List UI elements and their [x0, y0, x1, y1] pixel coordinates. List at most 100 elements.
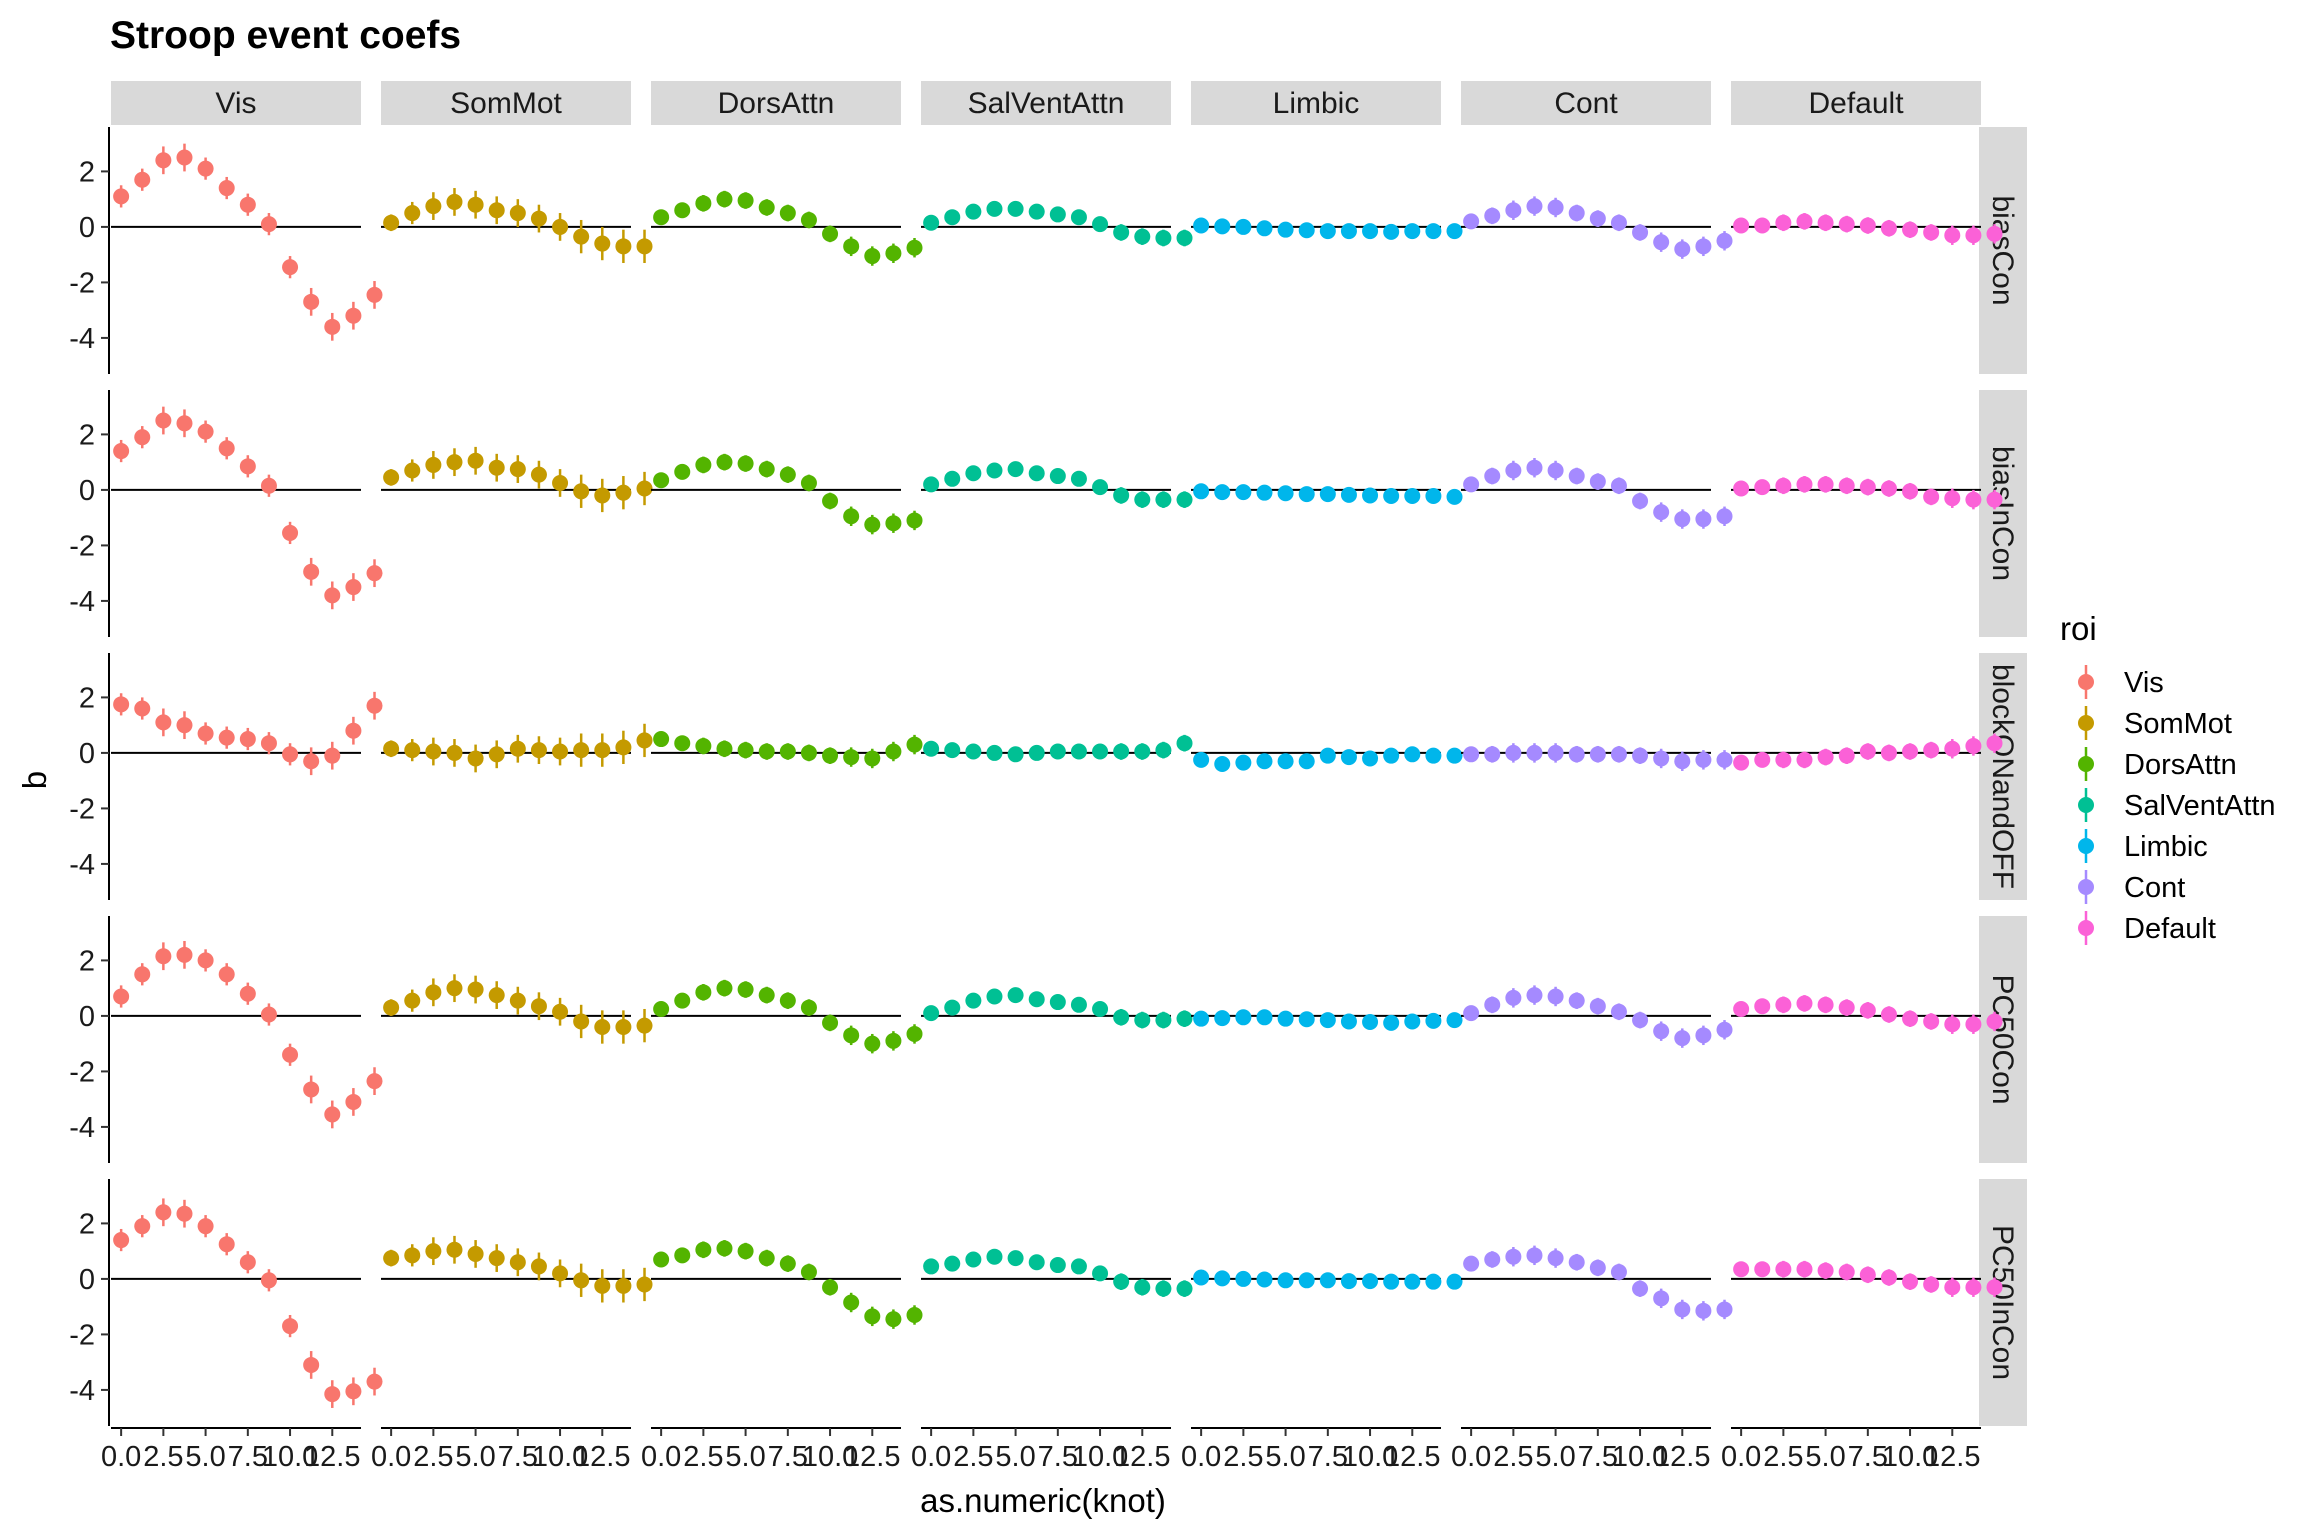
- data-point: [779, 1255, 796, 1272]
- data-point: [1674, 241, 1691, 258]
- data-point: [843, 1027, 860, 1044]
- data-point: [1484, 996, 1501, 1013]
- data-point: [1446, 1273, 1463, 1290]
- data-point: [1859, 217, 1876, 234]
- data-point: [1610, 1263, 1627, 1280]
- data-point: [1733, 1261, 1750, 1278]
- y-tick-label: 0: [79, 1264, 95, 1296]
- data-point: [636, 1017, 653, 1034]
- data-point: [552, 474, 569, 491]
- x-tick-label: 0.0: [1181, 1441, 1221, 1473]
- data-point: [1425, 747, 1442, 764]
- data-point: [716, 191, 733, 208]
- legend-label: DorsAttn: [2124, 749, 2237, 781]
- data-point: [1134, 491, 1151, 508]
- data-point: [885, 743, 902, 760]
- data-point: [779, 205, 796, 222]
- data-point: [218, 729, 235, 746]
- legend-key-point: [2078, 797, 2094, 813]
- x-tick-label: 5.0: [1535, 1441, 1575, 1473]
- data-point: [1653, 1023, 1670, 1040]
- data-point: [1632, 493, 1649, 510]
- data-point: [1007, 461, 1024, 478]
- data-point: [1092, 479, 1109, 496]
- col-strip-label: Limbic: [1273, 87, 1360, 120]
- data-point: [1796, 1261, 1813, 1278]
- row-strip-label: blockONandOFF: [1986, 664, 2019, 889]
- row-strip: [1979, 390, 2027, 637]
- y-tick-label: 2: [79, 419, 95, 451]
- x-tick-label: 2.5: [683, 1441, 723, 1473]
- data-point: [737, 455, 754, 472]
- data-point: [1446, 488, 1463, 505]
- col-strip-label: SalVentAttn: [968, 87, 1125, 120]
- data-point: [446, 980, 463, 997]
- data-point: [1632, 747, 1649, 764]
- data-point: [404, 742, 421, 759]
- data-point: [1817, 214, 1834, 231]
- data-point: [552, 1003, 569, 1020]
- data-point: [1902, 743, 1919, 760]
- data-point: [113, 696, 130, 713]
- data-point: [1547, 988, 1564, 1005]
- legend-label: SalVentAttn: [2124, 790, 2276, 822]
- data-point: [218, 1236, 235, 1253]
- legend-key-point: [2078, 715, 2094, 731]
- data-point: [1362, 750, 1379, 767]
- data-point: [113, 443, 130, 460]
- data-point: [636, 238, 653, 255]
- data-point: [674, 735, 691, 752]
- data-point: [488, 1250, 505, 1267]
- data-point: [1298, 486, 1315, 503]
- data-point: [345, 307, 362, 324]
- data-point: [1484, 468, 1501, 485]
- x-tick-label: 2.5: [143, 1441, 183, 1473]
- data-point: [1007, 987, 1024, 1004]
- data-point: [1589, 998, 1606, 1015]
- data-point: [944, 209, 961, 226]
- data-point: [1340, 223, 1357, 240]
- data-point: [1362, 223, 1379, 240]
- x-tick-label: 10.0: [532, 1441, 588, 1473]
- col-strip: [111, 81, 361, 125]
- data-point: [113, 1232, 130, 1249]
- y-tick-label: -4: [69, 586, 95, 618]
- data-point: [615, 739, 632, 756]
- data-point: [467, 1245, 484, 1262]
- legend-key-point: [2078, 879, 2094, 895]
- data-point: [822, 493, 839, 510]
- data-point: [1754, 217, 1771, 234]
- data-point: [1965, 1279, 1982, 1296]
- data-point: [822, 1014, 839, 1031]
- data-point: [1463, 476, 1480, 493]
- data-point: [800, 744, 817, 761]
- data-point: [1589, 746, 1606, 763]
- data-point: [986, 988, 1003, 1005]
- data-point: [615, 1019, 632, 1036]
- data-point: [1425, 223, 1442, 240]
- data-point: [1859, 479, 1876, 496]
- data-point: [1775, 477, 1792, 494]
- data-point: [1838, 747, 1855, 764]
- data-point: [573, 228, 590, 245]
- data-point: [822, 1279, 839, 1296]
- y-tick-label: 0: [79, 212, 95, 244]
- data-point: [530, 1258, 547, 1275]
- data-point: [1214, 1270, 1231, 1287]
- y-tick-label: 0: [79, 1001, 95, 1033]
- data-point: [1796, 476, 1813, 493]
- data-point: [1155, 1012, 1172, 1029]
- data-point: [594, 235, 611, 252]
- data-point: [923, 1258, 940, 1275]
- data-point: [1319, 1012, 1336, 1029]
- chart-title: Stroop event coefs: [110, 14, 461, 57]
- data-point: [345, 1093, 362, 1110]
- data-point: [1695, 238, 1712, 255]
- data-point: [1404, 488, 1421, 505]
- data-point: [1214, 218, 1231, 235]
- data-point: [594, 1019, 611, 1036]
- legend-label: Vis: [2124, 667, 2164, 699]
- legend-key-point: [2078, 756, 2094, 772]
- data-point: [674, 202, 691, 219]
- data-point: [1632, 1012, 1649, 1029]
